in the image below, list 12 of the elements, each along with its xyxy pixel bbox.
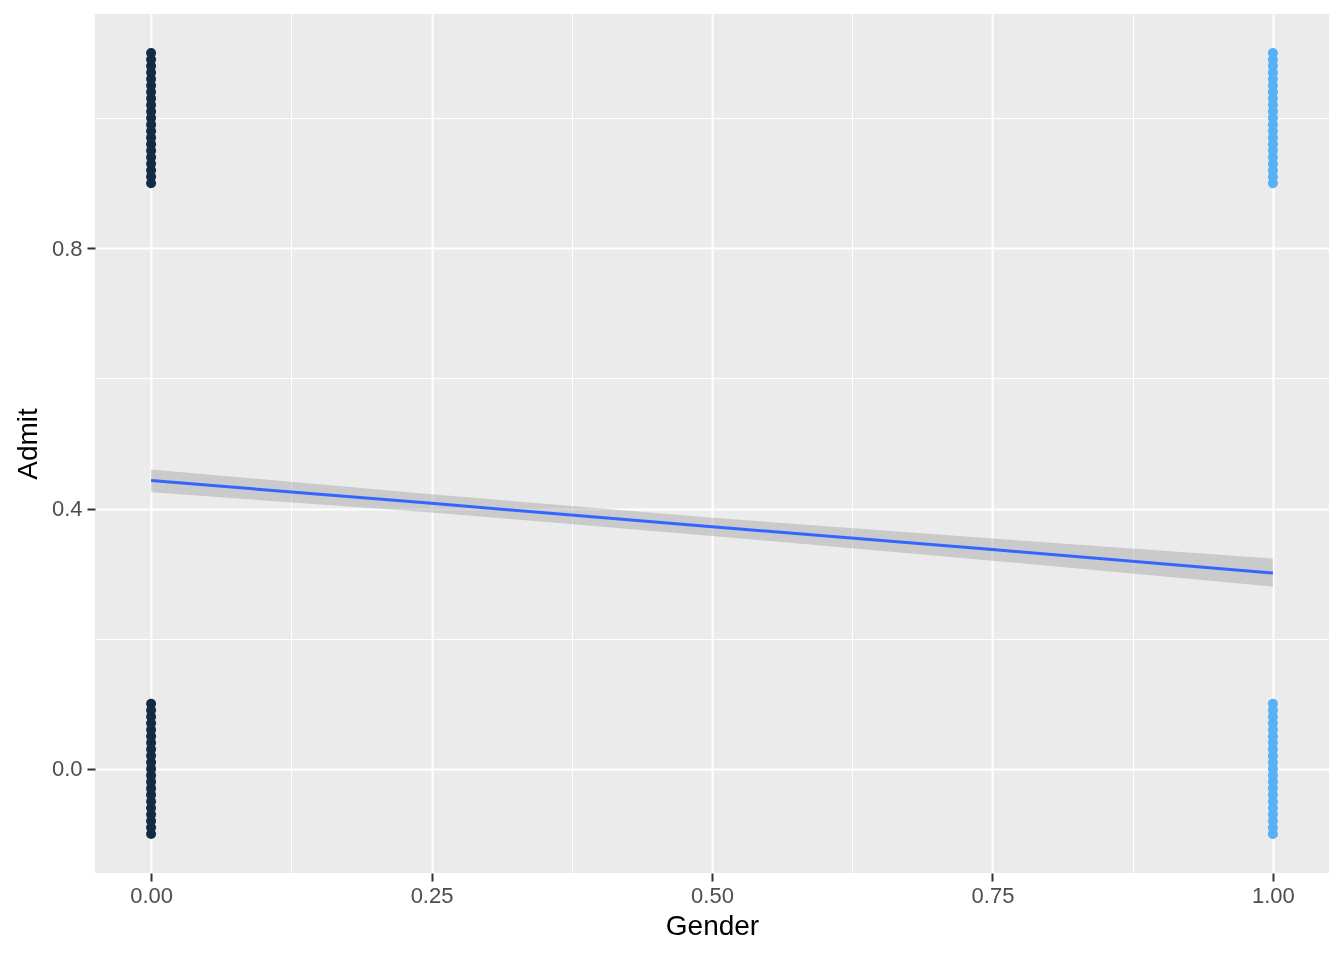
- x-tick-label: 1.00: [1251, 882, 1295, 908]
- x-tick-label: 0.25: [410, 882, 454, 908]
- x-axis-title: Gender: [665, 909, 760, 941]
- x-tick-label: 0.50: [691, 882, 734, 908]
- y-axis-title: Admit: [11, 408, 43, 480]
- y-tick-label: 0.4: [51, 496, 83, 522]
- y-tick-label: 0.0: [51, 756, 83, 782]
- line-series: [149, 479, 1275, 575]
- x-tick-label: 0.00: [130, 882, 173, 908]
- y-tick-label: 0.8: [51, 235, 83, 261]
- x-tick-label: 0.75: [971, 882, 1015, 908]
- point: [146, 698, 157, 709]
